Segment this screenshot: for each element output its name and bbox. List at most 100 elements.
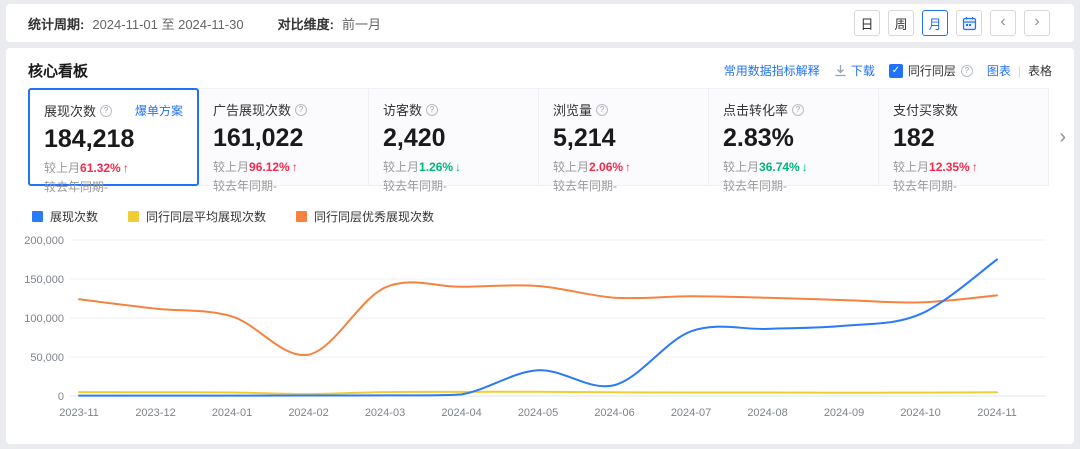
- metric-title: 访客数: [383, 103, 423, 118]
- svg-text:2024-11: 2024-11: [977, 407, 1017, 419]
- page-title: 核心看板: [28, 63, 89, 80]
- legend-swatch-icon: [32, 211, 43, 222]
- metric-value: 184,218: [44, 125, 135, 153]
- metric-title: 浏览量: [553, 103, 593, 118]
- yoy-change: 较去年同期-: [723, 179, 787, 193]
- mom-change: 较上月36.74% ↓: [723, 160, 808, 174]
- trend-arrow-icon: ↑: [625, 160, 632, 174]
- svg-text:2024-04: 2024-04: [441, 407, 481, 419]
- compare-label: 对比维度:: [277, 16, 334, 32]
- date-granularity-group: 日 周 月 ‹ ›: [854, 10, 1050, 36]
- svg-text:2024-08: 2024-08: [747, 407, 787, 419]
- legend-swatch-icon: [296, 211, 308, 222]
- next-period-button[interactable]: ›: [1024, 10, 1050, 36]
- table-view-toggle[interactable]: 表格: [1027, 64, 1052, 78]
- info-icon[interactable]: ?: [100, 104, 113, 117]
- download-button[interactable]: 下载: [834, 62, 875, 79]
- period-value: 2024-11-01 至 2024-11-30: [92, 16, 244, 32]
- trend-arrow-icon: ↓: [801, 160, 808, 174]
- prev-period-button[interactable]: ‹: [990, 10, 1016, 36]
- yoy-change: 较去年同期-: [893, 179, 957, 193]
- chevron-right-icon: ›: [1034, 13, 1040, 30]
- view-toggle: 图表 | 表格: [987, 62, 1052, 79]
- svg-text:2024-02: 2024-02: [288, 407, 328, 419]
- metric-value: 182: [893, 124, 935, 152]
- svg-text:2024-07: 2024-07: [671, 407, 711, 419]
- legend-item-peer-average[interactable]: 同行同层平均展现次数: [128, 208, 266, 225]
- yoy-change: 较去年同期-: [213, 179, 277, 193]
- calendar-button[interactable]: [956, 10, 982, 36]
- svg-text:150,000: 150,000: [24, 274, 64, 286]
- info-icon[interactable]: ?: [295, 103, 308, 116]
- card-ad-impressions[interactable]: 广告展现次数 ? 161,022 较上月96.12% ↑ 较去年同期-: [198, 88, 369, 193]
- month-button[interactable]: 月: [922, 10, 948, 36]
- svg-text:2023-11: 2023-11: [59, 407, 99, 419]
- metric-title: 广告展现次数: [213, 103, 292, 118]
- period-label: 统计周期:: [28, 16, 85, 32]
- metric-cards-row: 展现次数 ? 爆单方案 184,218 较上月61.32% ↑ 较去年同期- 广告…: [28, 88, 1049, 194]
- chevron-left-icon: ‹: [1000, 13, 1006, 30]
- chart-legend: 展现次数 同行同层平均展现次数 同行同层优秀展现次数: [32, 208, 434, 225]
- chart-view-toggle[interactable]: 图表: [986, 64, 1011, 78]
- cards-next-button[interactable]: ›: [1059, 126, 1066, 148]
- svg-text:2024-01: 2024-01: [212, 407, 252, 419]
- svg-text:2024-09: 2024-09: [824, 407, 864, 419]
- calendar-icon: [962, 16, 977, 31]
- card-click-conversion[interactable]: 点击转化率 ? 2.83% 较上月36.74% ↓ 较去年同期-: [708, 88, 879, 193]
- mom-change: 较上月61.32% ↑: [44, 161, 129, 175]
- download-icon: [834, 64, 847, 77]
- yoy-change: 较去年同期-: [383, 179, 447, 193]
- metric-value: 2.83%: [723, 124, 794, 152]
- card-pageviews[interactable]: 浏览量 ? 5,214 较上月2.06% ↑ 较去年同期-: [538, 88, 709, 193]
- metric-title: 点击转化率: [723, 103, 789, 118]
- mom-change: 较上月96.12% ↑: [213, 160, 298, 174]
- compare-value: 前一月: [341, 16, 381, 32]
- card-impressions[interactable]: 展现次数 ? 爆单方案 184,218 较上月61.32% ↑ 较去年同期-: [28, 88, 199, 194]
- svg-text:2023-12: 2023-12: [135, 407, 175, 419]
- trend-arrow-icon: ↑: [971, 160, 978, 174]
- svg-text:0: 0: [58, 391, 64, 403]
- card-visitors[interactable]: 访客数 ? 2,420 较上月1.26% ↓ 较去年同期-: [368, 88, 539, 193]
- mom-change: 较上月12.35% ↑: [893, 160, 978, 174]
- core-dashboard-panel: 核心看板 常用数据指标解释 下载 ✓ 同行同层 ? 图表 | 表格 展现: [6, 48, 1074, 444]
- period-info: 统计周期: 2024-11-01 至 2024-11-30 对比维度: 前一月: [28, 4, 381, 42]
- card-paying-buyers[interactable]: 支付买家数 ? 182 较上月12.35%↑ 较去年同期-: [878, 88, 1049, 193]
- info-icon[interactable]: ?: [792, 103, 805, 116]
- mom-change: 较上月2.06% ↑: [553, 160, 632, 174]
- divider: |: [1017, 63, 1021, 78]
- info-icon[interactable]: ?: [596, 103, 609, 116]
- yoy-change: 较去年同期-: [44, 180, 108, 194]
- panel-controls: 常用数据指标解释 下载 ✓ 同行同层 ? 图表 | 表格: [724, 62, 1052, 79]
- mom-change: 较上月1.26% ↓: [383, 160, 462, 174]
- burst-plan-link[interactable]: 爆单方案: [134, 104, 183, 118]
- yoy-change: 较去年同期-: [553, 179, 617, 193]
- peer-info-icon[interactable]: ?: [960, 64, 973, 77]
- metric-value: 5,214: [553, 124, 616, 152]
- peer-layer-checkbox[interactable]: ✓: [888, 63, 903, 78]
- svg-text:100,000: 100,000: [24, 313, 64, 325]
- svg-text:2024-05: 2024-05: [518, 407, 558, 419]
- trend-arrow-icon: ↑: [291, 160, 298, 174]
- peer-layer-label: 同行同层: [907, 64, 956, 78]
- svg-text:2024-10: 2024-10: [900, 407, 940, 419]
- legend-swatch-icon: [128, 211, 140, 222]
- week-button[interactable]: 周: [888, 10, 914, 36]
- peer-layer-toggle: ✓ 同行同层 ?: [888, 62, 973, 79]
- info-icon[interactable]: ?: [426, 103, 439, 116]
- metric-explain-link[interactable]: 常用数据指标解释: [723, 64, 820, 78]
- download-label: 下载: [850, 64, 875, 78]
- svg-text:2024-06: 2024-06: [594, 407, 634, 419]
- legend-item-peer-excellent[interactable]: 同行同层优秀展现次数: [296, 208, 434, 225]
- trend-line-chart[interactable]: 0 50,000 100,000 150,000 200,000 2023-11 2023-…: [6, 228, 1074, 438]
- svg-text:200,000: 200,000: [24, 235, 64, 247]
- day-button[interactable]: 日: [854, 10, 880, 36]
- metric-value: 2,420: [383, 124, 446, 152]
- legend-item-impressions[interactable]: 展现次数: [32, 208, 98, 225]
- metric-title: 展现次数: [44, 104, 97, 119]
- trend-arrow-icon: ↓: [455, 160, 462, 174]
- top-toolbar: 统计周期: 2024-11-01 至 2024-11-30 对比维度: 前一月 …: [6, 4, 1074, 42]
- metric-value: 161,022: [213, 124, 304, 152]
- trend-arrow-icon: ↑: [122, 161, 129, 175]
- metric-title: 支付买家数: [893, 103, 959, 118]
- svg-text:2024-03: 2024-03: [365, 407, 405, 419]
